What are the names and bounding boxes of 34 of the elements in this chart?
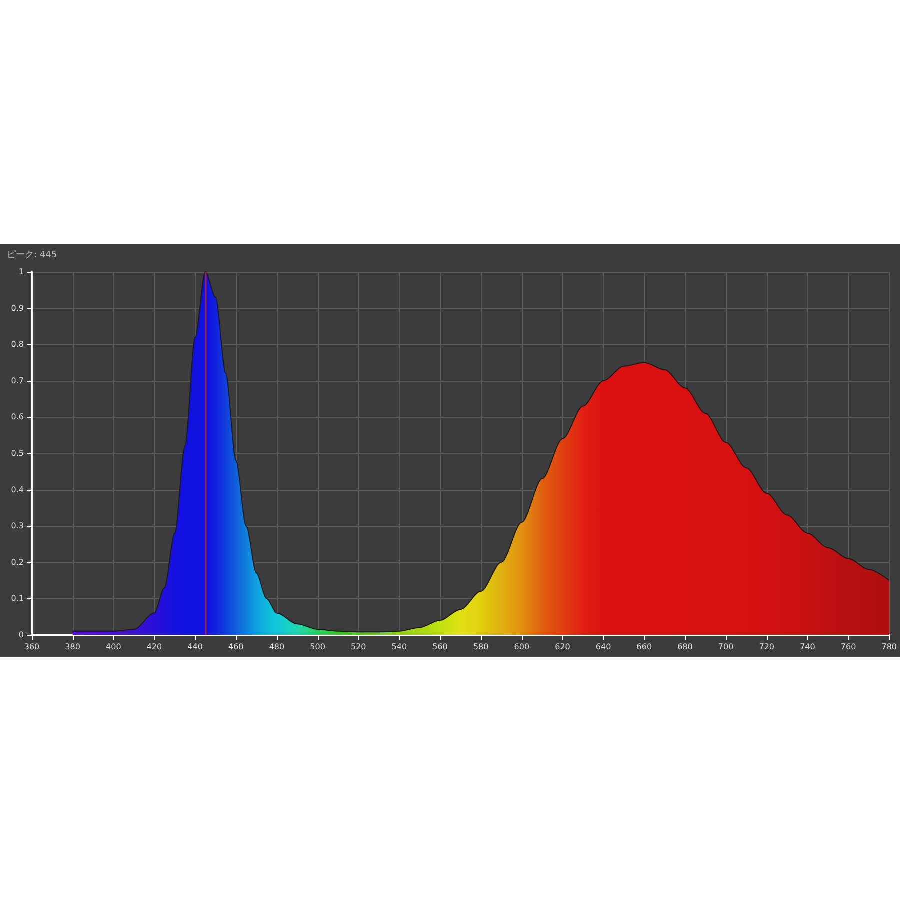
x-tick-label: 500 (310, 642, 326, 652)
x-tick-label: 560 (432, 642, 448, 652)
x-tick-label: 680 (678, 642, 693, 652)
x-tick-label: 460 (228, 642, 244, 652)
y-tick-label: 0.8 (11, 340, 24, 350)
chart-title: ピーク: 445 (7, 250, 58, 260)
y-tick-label: 0.4 (11, 485, 24, 494)
y-tick-label: 0.5 (11, 449, 24, 458)
y-tick-label: 0.6 (11, 412, 24, 422)
y-tick-label: 0.3 (11, 522, 24, 531)
x-tick-label: 600 (514, 642, 530, 652)
x-tick-label: 380 (65, 642, 80, 652)
y-tick-label: 1 (18, 268, 24, 276)
y-tick-label: 0.9 (11, 304, 24, 313)
x-tick-label: 620 (555, 642, 570, 652)
x-tick-label: 360 (24, 642, 40, 652)
x-tick-label: 780 (882, 642, 898, 652)
x-tick-label: 520 (350, 642, 366, 652)
x-tick-label: 420 (146, 642, 162, 652)
x-tick-label: 480 (269, 642, 285, 652)
y-tick-label: 0.2 (11, 558, 24, 567)
x-tick-label: 580 (473, 642, 489, 652)
x-tick-label: 660 (636, 642, 652, 652)
x-tick-label: 640 (596, 642, 612, 652)
x-tick-label: 760 (840, 642, 856, 652)
x-tick-label: 440 (188, 642, 203, 652)
y-tick-label: 0.7 (11, 376, 24, 386)
x-tick-label: 400 (106, 642, 122, 652)
y-tick-label: 0 (18, 630, 24, 640)
x-tick-label: 700 (718, 642, 734, 652)
x-tick-label: 540 (392, 642, 408, 652)
y-tick-label: 0.1 (11, 594, 24, 604)
x-tick-label: 720 (759, 642, 775, 652)
x-tick-label: 740 (800, 642, 816, 652)
